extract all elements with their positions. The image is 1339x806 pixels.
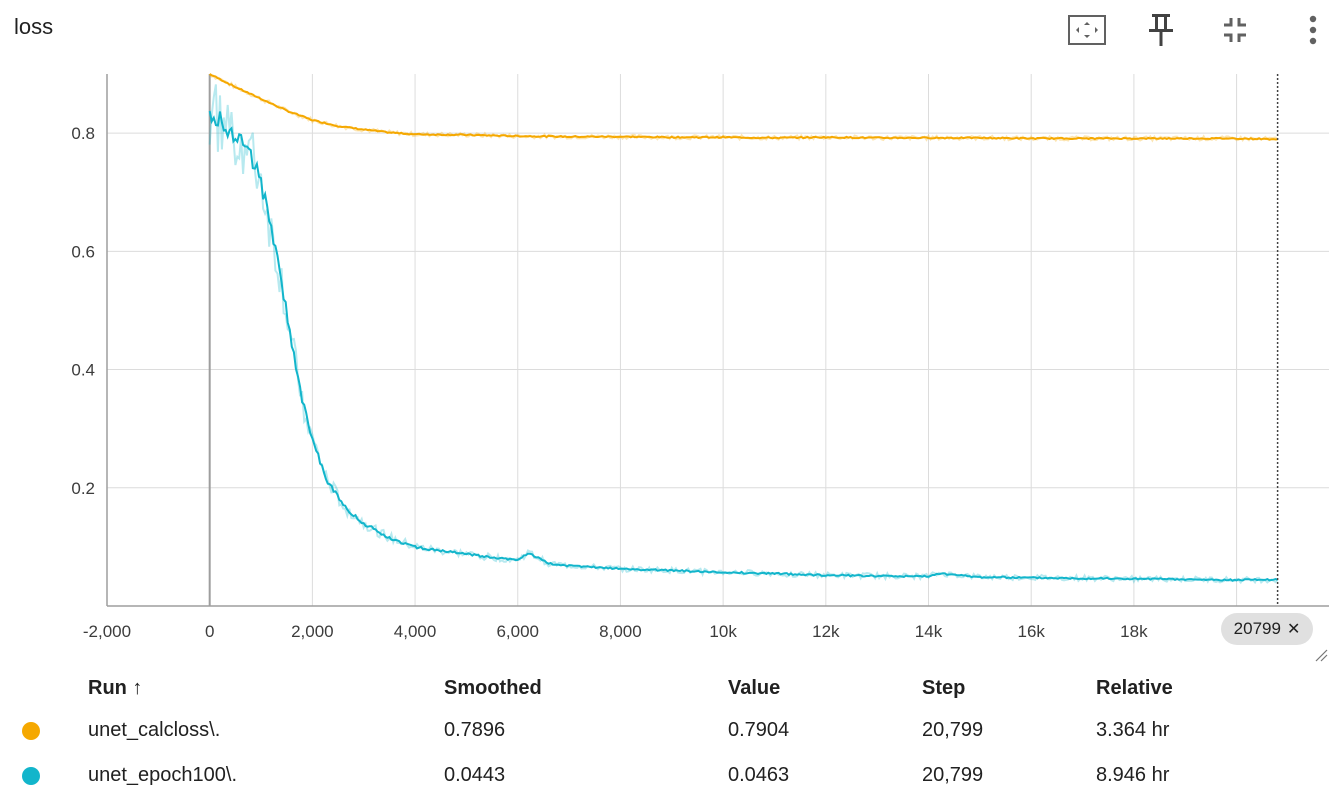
y-tick-label: 0.8	[71, 124, 95, 143]
raw-value: 0.7904	[728, 719, 790, 741]
step-cursor-value: 20799	[1233, 619, 1281, 638]
smoothed-value: 0.7896	[444, 719, 506, 741]
x-tick-label: -2,000	[83, 622, 131, 641]
run-name: unet_calcloss\.	[88, 719, 221, 741]
x-tick-label: 6,000	[496, 622, 539, 641]
x-tick-label: 0	[205, 622, 214, 641]
raw-value: 0.0463	[728, 764, 790, 786]
table-header-row: Run ↑ Smoothed Value Step Relative	[0, 668, 1296, 708]
header-run[interactable]: Run ↑	[88, 676, 143, 699]
x-tick-label: 10k	[709, 622, 737, 641]
more-vert-icon	[1309, 15, 1317, 45]
table-row[interactable]: unet_epoch100\. 0.0443 0.0463 20,799 8.9…	[0, 753, 1296, 798]
x-tick-label: 14k	[915, 622, 943, 641]
step-value: 20,799	[922, 764, 984, 786]
x-tick-label: 2,000	[291, 622, 334, 641]
step-cursor-badge[interactable]: 20799 ✕	[1221, 613, 1313, 645]
x-tick-label: 18k	[1120, 622, 1148, 641]
close-icon[interactable]: ✕	[1286, 621, 1301, 638]
relative-time: 8.946 hr	[1096, 764, 1170, 786]
chart-title: loss	[14, 14, 54, 39]
resize-handle-icon[interactable]	[1314, 648, 1328, 662]
header-step[interactable]: Step	[922, 676, 966, 699]
y-tick-label: 0.4	[71, 361, 95, 380]
fit-domain-button[interactable]	[1065, 8, 1109, 52]
collapse-button[interactable]	[1213, 8, 1257, 52]
header-value[interactable]: Value	[728, 676, 781, 699]
header-relative[interactable]: Relative	[1096, 676, 1173, 699]
table-row[interactable]: unet_calcloss\. 0.7896 0.7904 20,799 3.3…	[0, 708, 1296, 753]
pin-icon	[1149, 14, 1173, 46]
x-tick-label: 4,000	[394, 622, 437, 641]
x-tick-label: 16k	[1017, 622, 1045, 641]
series-raw-line	[208, 84, 1279, 585]
more-options-button[interactable]	[1291, 8, 1335, 52]
y-tick-label: 0.2	[71, 479, 95, 498]
relative-time: 3.364 hr	[1096, 719, 1170, 741]
x-tick-label: 12k	[812, 622, 840, 641]
x-tick-label: 8,000	[599, 622, 642, 641]
loss-line-chart[interactable]: -2,000 0 2,000 4,000 6,000 8,000 10k 12k 14k 16k 1…	[0, 0, 1339, 660]
step-value: 20,799	[922, 719, 984, 741]
collapse-icon	[1224, 18, 1246, 42]
smoothed-value: 0.0443	[444, 764, 506, 786]
header-smoothed[interactable]: Smoothed	[444, 676, 542, 699]
header-color-cell	[0, 668, 88, 708]
pin-button[interactable]	[1139, 8, 1183, 52]
y-tick-label: 0.6	[71, 242, 95, 261]
series-line[interactable]	[208, 110, 1278, 582]
run-color-dot	[22, 721, 40, 740]
run-name: unet_epoch100\.	[88, 764, 238, 786]
series-line[interactable]	[209, 73, 1278, 141]
fit-domain-icon	[1068, 15, 1106, 45]
runs-table: Run ↑ Smoothed Value Step Relative unet_…	[0, 668, 1296, 798]
run-color-dot	[22, 766, 40, 785]
